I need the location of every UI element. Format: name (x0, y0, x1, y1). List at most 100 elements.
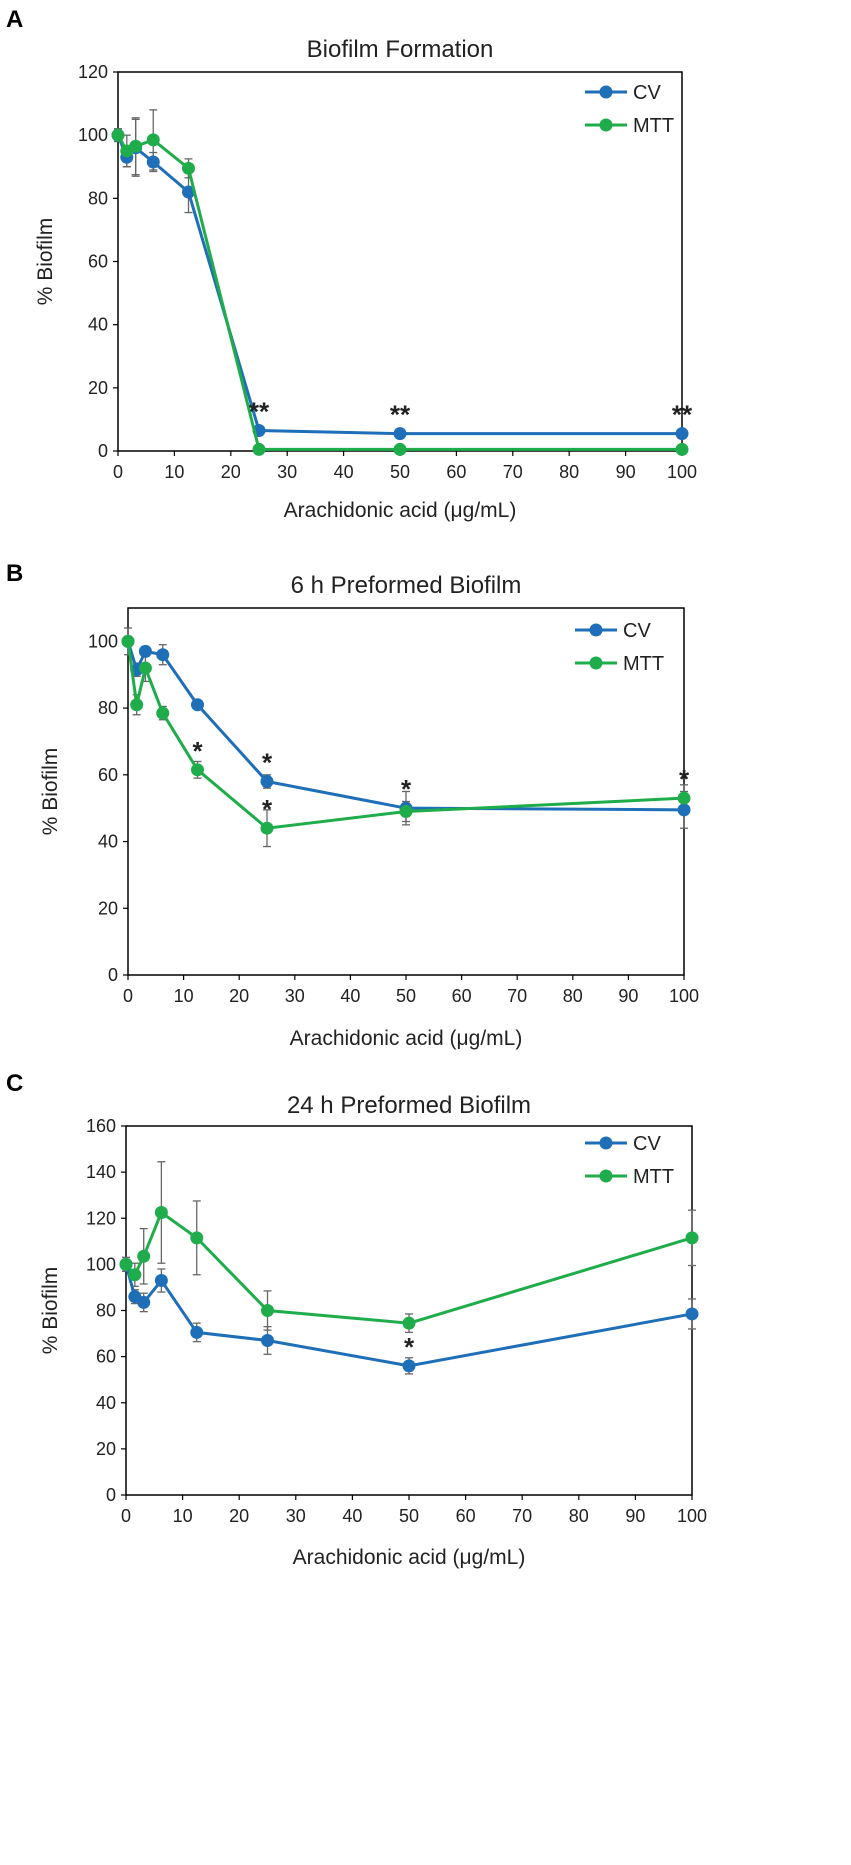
y-tick-label: 80 (96, 1301, 116, 1321)
data-point-mtt (402, 1316, 416, 1330)
legend-label-cv: CV (633, 1133, 661, 1155)
plot-area (117, 71, 683, 452)
data-point-mtt (129, 139, 143, 153)
data-point-mtt (146, 133, 160, 147)
data-point-mtt (138, 661, 152, 675)
y-axis-label: % Biofilm (39, 1267, 62, 1355)
x-tick-label: 30 (286, 1506, 306, 1526)
x-tick-label: 60 (456, 1506, 476, 1526)
y-tick-label: 100 (88, 631, 118, 651)
x-tick-label: 50 (396, 986, 416, 1006)
data-point-cv (685, 1307, 699, 1321)
x-tick-label: 90 (616, 462, 636, 482)
data-point-mtt (393, 442, 407, 456)
data-point-cv (677, 803, 691, 817)
legend-marker-cv (589, 623, 603, 637)
x-tick-label: 70 (507, 986, 527, 1006)
legend-label-mtt: MTT (623, 653, 664, 675)
x-tick-label: 10 (174, 986, 194, 1006)
legend-label-cv: CV (623, 620, 651, 642)
data-point-cv (393, 427, 407, 441)
data-point-mtt (119, 1257, 133, 1271)
x-tick-label: 100 (667, 462, 697, 482)
x-tick-label: 100 (669, 986, 699, 1006)
significance-marker: * (192, 736, 203, 766)
x-tick-label: 100 (677, 1506, 707, 1526)
data-point-cv (190, 1325, 204, 1339)
panel-letter-b: B (6, 560, 24, 587)
y-tick-label: 60 (98, 765, 118, 785)
y-tick-label: 80 (88, 188, 108, 208)
x-tick-label: 20 (221, 462, 241, 482)
chart-24h-preformed-biofilm: 24 h Preformed Biofilm020406080100120140… (39, 1092, 707, 1569)
series-line-cv (116, 134, 682, 436)
x-tick-label: 40 (342, 1506, 362, 1526)
panel-a: A Biofilm Formation 0 20 40 60 80 100 120 0 10 20 3… (0, 0, 851, 560)
x-tick-label: 90 (625, 1506, 645, 1526)
x-tick-label: 10 (173, 1506, 193, 1526)
data-point-mtt (190, 1231, 204, 1245)
x-axis-label: Arachidonic acid (μg/mL) (290, 1027, 523, 1050)
x-tick-label: 10 (164, 462, 184, 482)
y-tick-label: 120 (86, 1208, 116, 1228)
significance-marker: * (404, 1332, 415, 1362)
y-tick-label: 60 (96, 1347, 116, 1367)
panel-c: C 24 h Preformed Biofilm 0 20 40 60 80 100 120 1… (0, 1070, 851, 1860)
series-line-mtt (124, 1210, 693, 1325)
legend-label-mtt: MTT (633, 1166, 674, 1188)
x-tick-label: 80 (559, 462, 579, 482)
x-axis-label: Arachidonic acid (μg/mL) (284, 499, 517, 522)
x-tick-label: 70 (512, 1506, 532, 1526)
y-tick-label: 20 (98, 898, 118, 918)
y-tick-label: 40 (98, 832, 118, 852)
chart-title: 24 h Preformed Biofilm (287, 1092, 531, 1119)
significance-marker: * (679, 764, 690, 794)
y-tick-label: 0 (98, 441, 108, 461)
data-point-cv (191, 698, 204, 712)
x-tick-label: 20 (229, 1506, 249, 1526)
y-tick-label: 20 (88, 378, 108, 398)
data-point-mtt (260, 821, 274, 835)
chart-title: 6 h Preformed Biofilm (291, 572, 522, 599)
legend-label-cv: CV (633, 82, 661, 104)
x-tick-label: 30 (285, 986, 305, 1006)
x-tick-label: 90 (618, 986, 638, 1006)
y-tick-label: 120 (78, 62, 108, 82)
data-point-mtt (137, 1249, 151, 1263)
data-point-mtt (182, 161, 195, 175)
legend-marker-mtt (599, 1169, 613, 1183)
data-point-mtt (156, 706, 170, 720)
data-point-mtt (154, 1205, 168, 1219)
data-point-cv (137, 1295, 151, 1309)
data-point-cv (260, 774, 274, 788)
data-point-cv (146, 155, 160, 169)
data-point-mtt (121, 634, 135, 648)
y-tick-label: 160 (86, 1116, 116, 1136)
data-point-mtt (252, 442, 266, 456)
data-point-cv (154, 1274, 168, 1288)
x-tick-label: 50 (399, 1506, 419, 1526)
legend-marker-mtt (599, 118, 613, 132)
x-tick-label: 0 (123, 986, 133, 1006)
y-tick-label: 0 (108, 965, 118, 985)
significance-marker: * (401, 774, 412, 804)
x-tick-label: 20 (229, 986, 249, 1006)
data-point-cv (675, 427, 689, 441)
x-tick-label: 40 (334, 462, 354, 482)
legend-marker-cv (599, 85, 613, 99)
y-tick-label: 140 (86, 1162, 116, 1182)
significance-marker: ** (249, 396, 270, 426)
x-tick-label: 80 (569, 1506, 589, 1526)
x-tick-label: 30 (277, 462, 297, 482)
data-point-mtt (677, 791, 691, 805)
x-tick-label: 80 (563, 986, 583, 1006)
panel-letter-a: A (6, 6, 24, 33)
data-point-cv (138, 644, 152, 658)
x-tick-label: 0 (113, 462, 123, 482)
data-point-cv (156, 648, 170, 662)
x-tick-label: 70 (503, 462, 523, 482)
x-axis-label: Arachidonic acid (μg/mL) (293, 1546, 526, 1569)
data-point-mtt (130, 698, 144, 712)
y-tick-label: 100 (78, 125, 108, 145)
data-point-mtt (675, 442, 689, 456)
